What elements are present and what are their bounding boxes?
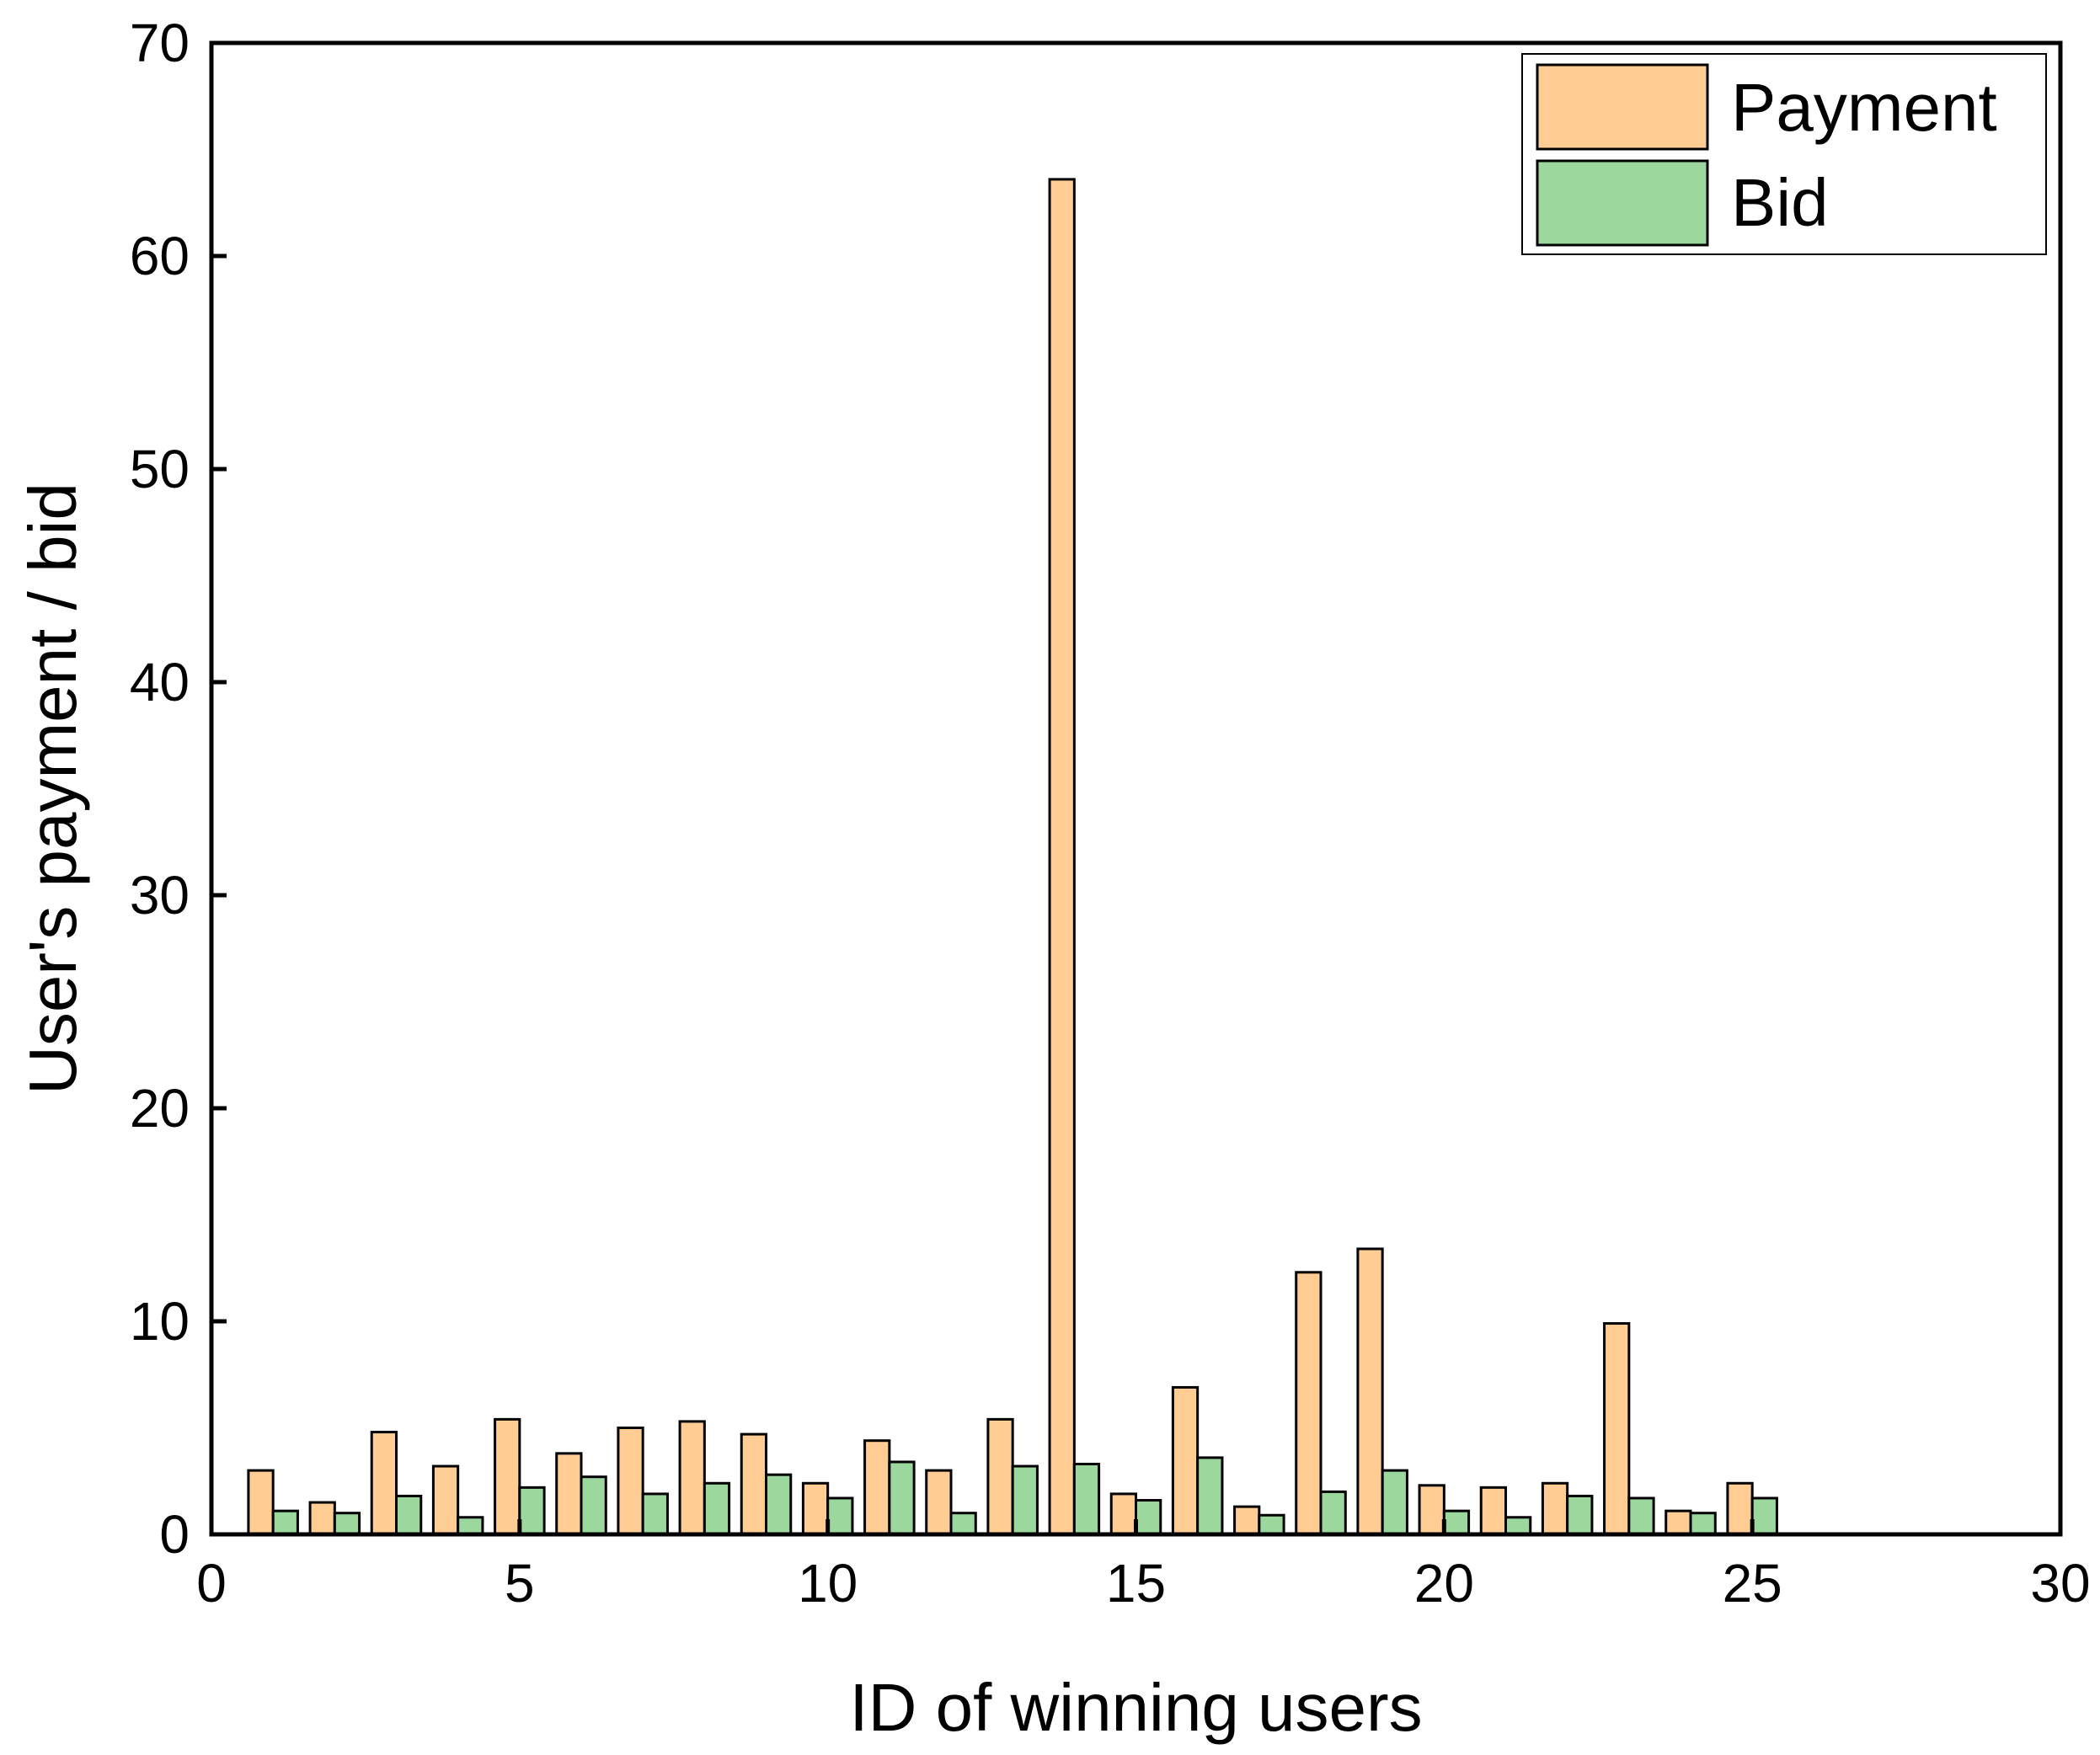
bar-payment-user-20 xyxy=(1418,1484,1445,1536)
bar-payment-user-21 xyxy=(1479,1486,1507,1536)
bar-payment-user-19 xyxy=(1356,1247,1384,1536)
legend: Payment Bid xyxy=(1521,53,2047,255)
x-axis-title: ID of winning users xyxy=(849,1670,1422,1745)
bar-bid-user-7 xyxy=(641,1492,669,1536)
bar-bid-user-5 xyxy=(518,1486,546,1536)
bar-payment-user-15 xyxy=(1109,1492,1137,1536)
y-tick-label: 60 xyxy=(130,226,190,286)
bar-payment-user-23 xyxy=(1603,1322,1631,1536)
bar-bid-user-9 xyxy=(765,1473,793,1536)
bar-payment-user-1 xyxy=(247,1469,275,1536)
bar-payment-user-9 xyxy=(740,1432,767,1536)
bar-payment-user-16 xyxy=(1171,1385,1200,1536)
bar-bid-user-25 xyxy=(1750,1496,1778,1536)
bar-payment-user-8 xyxy=(678,1420,706,1536)
y-tick-label: 50 xyxy=(130,439,190,499)
y-tick-label: 20 xyxy=(130,1078,190,1139)
bar-payment-user-6 xyxy=(555,1452,583,1536)
bar-bid-user-4 xyxy=(457,1516,484,1536)
bar-payment-user-13 xyxy=(986,1417,1014,1536)
y-axis-title: User's payment / bid xyxy=(15,483,90,1095)
bar-bid-user-17 xyxy=(1258,1513,1285,1536)
bar-payment-user-7 xyxy=(617,1427,644,1536)
x-tick-label: 25 xyxy=(1723,1553,1782,1614)
y-tick-label: 0 xyxy=(159,1504,190,1565)
bar-bid-user-13 xyxy=(1011,1464,1039,1536)
bar-payment-user-25 xyxy=(1726,1481,1754,1536)
bar-payment-user-11 xyxy=(863,1439,891,1536)
legend-label-bid: Bid xyxy=(1731,165,1829,240)
bar-payment-user-18 xyxy=(1295,1271,1323,1536)
plot-frame xyxy=(209,40,2063,1537)
bar-bid-user-6 xyxy=(580,1475,607,1536)
y-tick-label: 40 xyxy=(130,652,190,712)
y-tick-label: 30 xyxy=(130,865,190,926)
bar-payment-user-12 xyxy=(925,1469,953,1536)
x-tick-label: 20 xyxy=(1414,1553,1474,1614)
bar-bid-user-19 xyxy=(1381,1469,1408,1536)
bar-bid-user-22 xyxy=(1566,1494,1594,1536)
bars-layer xyxy=(247,178,1778,1536)
x-tick-label: 0 xyxy=(196,1553,227,1614)
legend-label-payment: Payment xyxy=(1731,70,1997,145)
bar-bid-user-2 xyxy=(333,1512,361,1536)
bar-bid-user-12 xyxy=(949,1512,977,1536)
bar-payment-user-14 xyxy=(1048,178,1076,1536)
y-tick-label: 70 xyxy=(130,13,190,73)
bar-bid-user-3 xyxy=(395,1494,423,1536)
bar-payment-user-22 xyxy=(1541,1481,1569,1536)
y-tick-label: 10 xyxy=(130,1291,190,1352)
bar-bid-user-20 xyxy=(1442,1509,1471,1536)
bar-bid-user-8 xyxy=(703,1481,731,1536)
bar-bid-user-14 xyxy=(1072,1463,1101,1536)
bar-bid-user-18 xyxy=(1319,1490,1347,1536)
bar-bid-user-24 xyxy=(1689,1512,1717,1536)
x-tick-label: 5 xyxy=(505,1553,535,1614)
bar-bid-user-15 xyxy=(1135,1499,1162,1536)
x-tick-label: 30 xyxy=(2030,1553,2090,1614)
bar-bid-user-10 xyxy=(826,1496,854,1536)
bar-bid-user-1 xyxy=(271,1509,299,1536)
bar-payment-user-17 xyxy=(1233,1505,1261,1536)
bar-bid-user-16 xyxy=(1196,1456,1224,1536)
legend-swatch-bid xyxy=(1536,159,1709,247)
bar-bid-user-11 xyxy=(888,1460,916,1536)
bar-payment-user-4 xyxy=(431,1464,460,1536)
bar-payment-user-3 xyxy=(370,1431,398,1536)
x-tick-label: 10 xyxy=(798,1553,858,1614)
bar-payment-user-24 xyxy=(1665,1509,1692,1536)
bar-bid-user-23 xyxy=(1627,1496,1655,1536)
x-tick-label: 15 xyxy=(1106,1553,1166,1614)
bar-bid-user-21 xyxy=(1504,1516,1532,1536)
bar-payment-user-10 xyxy=(801,1481,830,1536)
bar-payment-user-5 xyxy=(494,1417,521,1536)
ticks-layer: 0 5 10 15 20 25 30 0 10 20 30 40 50 60 70 xyxy=(130,13,2091,1614)
legend-swatch-payment xyxy=(1536,63,1709,151)
bar-payment-user-2 xyxy=(308,1501,336,1536)
